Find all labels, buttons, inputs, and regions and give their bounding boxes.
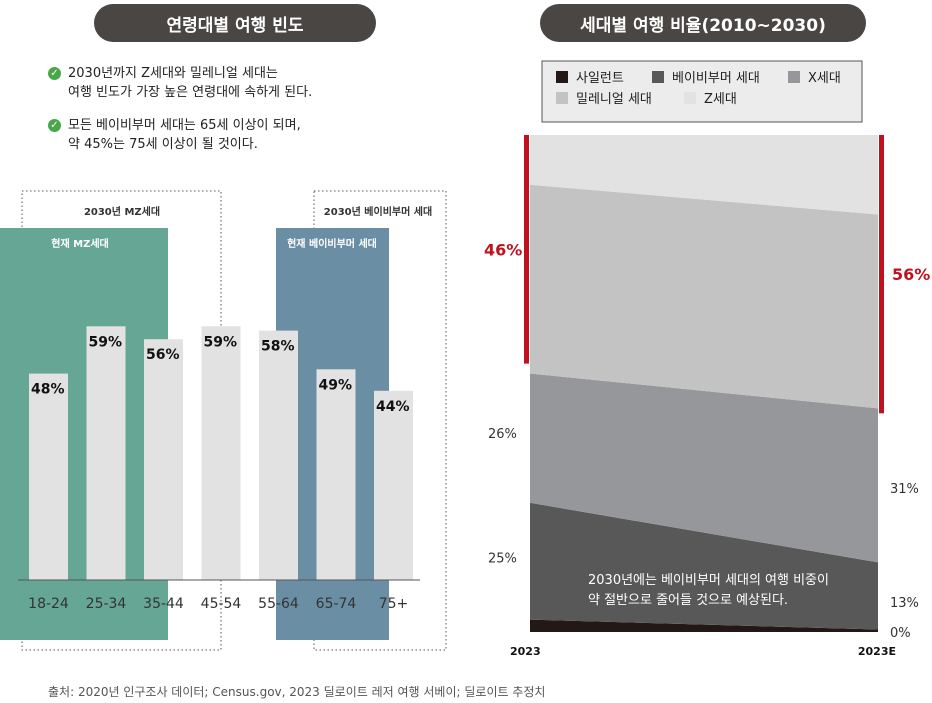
x-label-start: 2023 bbox=[510, 645, 541, 658]
area-genx bbox=[530, 373, 878, 563]
legend-swatch-genz bbox=[684, 92, 696, 104]
bar-value-label: 44% bbox=[376, 399, 410, 415]
bar-18-24 bbox=[29, 373, 68, 580]
boomer-2030-label-bg bbox=[318, 202, 442, 220]
source-note: 출처: 2020년 인구조사 데이터; Census.gov, 2023 딜로이… bbox=[48, 685, 546, 699]
left-share-label: 26% bbox=[488, 427, 517, 442]
bar-35-44 bbox=[144, 339, 183, 580]
left-share-label: 25% bbox=[488, 551, 517, 566]
bullet-2-line-1: 모든 베이비부머 세대는 65세 이상이 되며, bbox=[68, 118, 301, 133]
bullet-1: ✓ 2030년까지 Z세대와 밀레니얼 세대는 여행 빈도가 가장 높은 연령대… bbox=[48, 64, 312, 102]
area-boomer bbox=[530, 502, 878, 630]
bullet-1-line-2: 여행 빈도가 가장 높은 연령대에 속하게 된다. bbox=[68, 85, 313, 100]
left-bracket-label: 46% bbox=[484, 240, 522, 259]
legend-label-genx: X세대 bbox=[808, 71, 841, 86]
legend-swatch-boomer bbox=[652, 71, 664, 83]
right-bracket-label: 56% bbox=[892, 265, 930, 284]
legend-swatch-silent bbox=[556, 71, 568, 83]
x-tick-label: 65-74 bbox=[316, 596, 357, 612]
right-title: 세대별 여행 비율(2010~2030) bbox=[540, 4, 866, 42]
generation-share-area-chart: 2023 2023E 25% 26% 31% 13% 0% 46% 56% 사일런트 베이비부머 … bbox=[484, 60, 930, 658]
right-bracket-bar bbox=[879, 135, 884, 414]
x-tick-label: 75+ bbox=[379, 596, 409, 612]
bar-value-label: 59% bbox=[89, 334, 123, 350]
bar-value-label: 49% bbox=[319, 377, 353, 393]
mz-2030-label-bg bbox=[40, 202, 190, 220]
bullet-1-line-1: 2030년까지 Z세대와 밀레니얼 세대는 bbox=[68, 66, 278, 81]
boomer-now-label: 현재 베이비부머 세대 bbox=[287, 237, 377, 250]
bullet-2: ✓ 모든 베이비부머 세대는 65세 이상이 되며, 약 45%는 75세 이상… bbox=[48, 116, 301, 154]
legend-swatch-genx bbox=[788, 71, 800, 83]
x-tick-label: 55-64 bbox=[258, 596, 299, 612]
check-icon: ✓ bbox=[48, 67, 61, 80]
annotation-line-2: 약 절반으로 줄어들 것으로 예상된다. bbox=[588, 593, 788, 608]
bar-65-74 bbox=[316, 369, 356, 580]
area-silent bbox=[530, 619, 878, 632]
legend-box bbox=[541, 60, 863, 123]
bar-value-label: 59% bbox=[204, 334, 238, 350]
check-icon: ✓ bbox=[48, 119, 61, 132]
x-tick-label: 25-34 bbox=[86, 596, 127, 612]
left-title: 연령대별 여행 빈도 bbox=[94, 4, 376, 42]
annotation-line-1: 2030년에는 베이비부머 세대의 여행 비중이 bbox=[588, 572, 829, 588]
mz-now-label: 현재 MZ세대 bbox=[51, 237, 108, 250]
left-bracket-bar bbox=[524, 135, 529, 364]
mz-2030-label: 2030년 MZ세대 bbox=[84, 205, 160, 218]
bar-55-64 bbox=[259, 330, 298, 580]
bar-value-label: 56% bbox=[146, 347, 180, 363]
bar-value-label: 58% bbox=[261, 339, 295, 355]
area-genz bbox=[530, 135, 878, 215]
legend-label-millennial: 밀레니얼 세대 bbox=[576, 92, 652, 107]
age-travel-bar-chart: 2030년 MZ세대 2030년 베이비부머 세대 현재 MZ세대 현재 베이비… bbox=[0, 190, 447, 651]
x-label-end: 2023E bbox=[858, 645, 896, 658]
area-millennial bbox=[530, 184, 878, 409]
legend-label-silent: 사일런트 bbox=[576, 71, 624, 86]
bar-75+ bbox=[374, 390, 413, 580]
right-share-label: 31% bbox=[890, 482, 919, 497]
bar-value-label: 48% bbox=[31, 382, 65, 398]
x-tick-label: 35-44 bbox=[143, 596, 184, 612]
bar-45-54 bbox=[201, 326, 241, 580]
boomer-2030-label: 2030년 베이비부머 세대 bbox=[324, 205, 432, 218]
legend-label-boomer: 베이비부머 세대 bbox=[672, 71, 760, 86]
right-share-label: 13% bbox=[890, 596, 919, 611]
x-tick-label: 18-24 bbox=[28, 596, 69, 612]
bullet-2-line-2: 약 45%는 75세 이상이 될 것이다. bbox=[68, 137, 258, 152]
x-tick-label: 45-54 bbox=[201, 596, 242, 612]
bar-25-34 bbox=[86, 326, 126, 580]
right-share-label: 0% bbox=[890, 626, 911, 641]
mz-now-band bbox=[0, 228, 168, 640]
legend-swatch-millennial bbox=[556, 92, 568, 104]
legend-label-genz: Z세대 bbox=[704, 92, 737, 107]
